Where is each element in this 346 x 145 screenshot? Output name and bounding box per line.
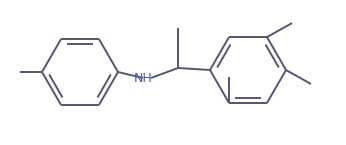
Text: NH: NH xyxy=(134,71,152,85)
